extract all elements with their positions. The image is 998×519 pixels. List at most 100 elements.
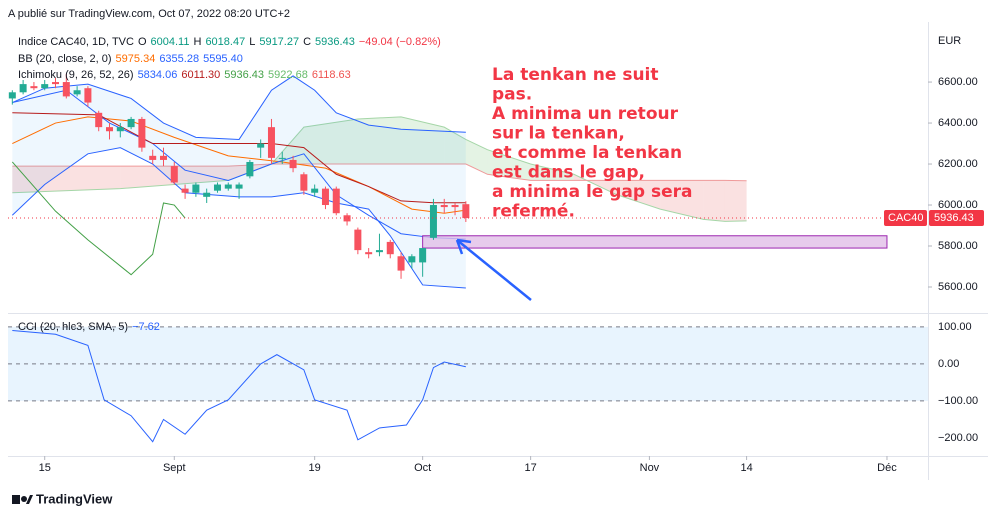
candle-body (397, 256, 405, 271)
candle-body (267, 127, 275, 158)
y-tick-label: −200.00 (938, 432, 978, 444)
candle-body (375, 250, 383, 253)
candle-body (278, 157, 286, 159)
y-tick-label: 6600.00 (938, 76, 978, 88)
annotation-text: refermé. (492, 202, 575, 222)
legend-item: 6118.63 (312, 69, 351, 81)
cci-line (12, 330, 466, 443)
legend-item: −49.04 (−0.82%) (359, 36, 441, 48)
legend-row: CCI (20, hlc3, SMA, 5) −7.62 (18, 321, 160, 333)
candle-body (149, 155, 157, 160)
annotation-text: La tenkan ne suit (492, 65, 659, 85)
candle-body (8, 92, 16, 99)
x-tick-label: 15 (39, 462, 51, 474)
candle-body (462, 204, 470, 219)
candle-body (30, 86, 38, 89)
arrow-head (455, 238, 472, 255)
candle-body (354, 229, 362, 251)
y-tick-label: 100.00 (938, 321, 972, 333)
x-tick-label: 19 (309, 462, 321, 474)
legend-item: 5917.27 (259, 36, 299, 48)
cloud-segment (12, 166, 121, 193)
cloud-segment (487, 149, 531, 181)
legend-item: O (138, 36, 147, 48)
candle-body (386, 241, 394, 255)
candle-body (203, 192, 211, 197)
annotation-text: et comme la tenkan (492, 143, 682, 163)
legend-row: BB (20, close, 2, 0) 5975.34 6355.28 5595.4… (18, 53, 243, 65)
candle-body (213, 184, 221, 191)
tv-logo (12, 495, 33, 504)
candle-body (95, 112, 103, 128)
indicator-line (12, 116, 466, 214)
candle-body (224, 184, 232, 189)
candle-body (311, 188, 319, 193)
candle-body (159, 155, 167, 160)
candle-body (321, 188, 329, 206)
legend-item: 5922.68 (268, 69, 308, 81)
candle-body (408, 256, 416, 263)
candle-body (52, 82, 60, 85)
header: A publié sur TradingView.com, Oct 07, 20… (8, 8, 290, 20)
candle-body (127, 118, 135, 128)
price-label: 5936.43 (934, 212, 974, 224)
candle-body (451, 205, 459, 208)
legend-item: H (193, 36, 201, 48)
indicator-line (11, 161, 186, 276)
x-tick-label: 14 (740, 462, 752, 474)
x-tick-label: Nov (640, 462, 660, 474)
candle-body (170, 166, 178, 183)
legend-item: CCI (20, hlc3, SMA, 5) (18, 321, 128, 333)
legend-item: 6018.47 (205, 36, 245, 48)
legend-item: 6011.30 (181, 69, 220, 81)
annotation-text: pas. (492, 85, 532, 105)
x-tick-label: Déc (877, 462, 897, 474)
candle-body (84, 88, 92, 103)
legend-item: L (249, 36, 255, 48)
legend-item: BB (20, close, 2, 0) (18, 53, 112, 65)
candle-body (300, 174, 308, 191)
cloud-segment (444, 127, 466, 165)
candle-body (419, 248, 427, 263)
candle-body (192, 184, 200, 193)
cloud-segment (530, 164, 574, 181)
legend-item: 5834.06 (138, 69, 178, 81)
indicator-line (12, 75, 466, 140)
y-tick-label: −100.00 (938, 395, 978, 407)
candle-body (429, 205, 437, 238)
candle-body (257, 143, 265, 148)
gap-box (422, 235, 888, 249)
candle-body (41, 84, 49, 89)
annotation-text: a minima le gap sera (492, 182, 692, 202)
legend-item: −7.62 (132, 321, 160, 333)
symbol-box (884, 210, 927, 227)
currency: EUR (938, 35, 961, 47)
candle-body (106, 127, 114, 132)
y-tick-label: 0.00 (938, 358, 959, 370)
candle-body (116, 127, 124, 132)
cloud-line (12, 163, 747, 182)
cloud-segment (703, 180, 725, 222)
x-tick-label: 17 (525, 462, 537, 474)
annotation-text: est dans le gap, (492, 163, 645, 183)
cloud-segment (303, 118, 358, 165)
indicator-line (11, 147, 466, 289)
candle-body (332, 188, 340, 214)
cloud-segment (660, 180, 704, 220)
annotation-text: sur la tenkan, (492, 124, 625, 144)
x-tick-label: Oct (414, 462, 431, 474)
candle-body (138, 118, 146, 148)
candle-body (235, 184, 243, 189)
y-tick-label: 6200.00 (938, 158, 978, 170)
legend-item: 5936.43 (315, 36, 355, 48)
candle-body (181, 188, 189, 193)
candle-body (440, 205, 448, 208)
cloud-segment (357, 116, 402, 165)
symbol-label: CAC40 (888, 212, 923, 224)
candle-body (246, 161, 254, 177)
y-tick-label: 6400.00 (938, 117, 978, 129)
candle-body (289, 159, 297, 169)
cloud-segment (617, 180, 661, 210)
candle-body (19, 84, 27, 93)
